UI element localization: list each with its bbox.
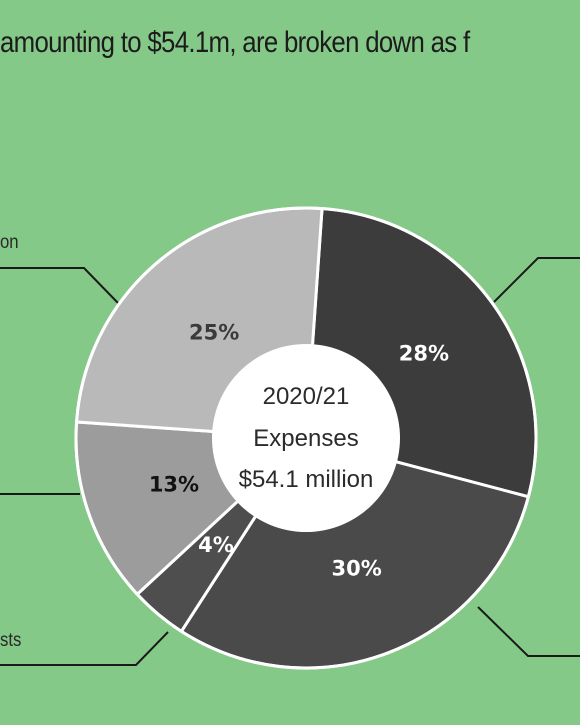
leader-lines: [0, 257, 580, 666]
leader-line-30: [477, 606, 580, 657]
center-line-2: Expenses: [253, 425, 358, 452]
donut-hole: [212, 344, 400, 532]
center-line-3: $54.1 million: [239, 466, 374, 493]
donut-outer-ring: [74, 206, 538, 670]
leader-line-4: [0, 631, 169, 666]
leader-line-28: [493, 257, 580, 303]
center-line-1: 2020/21: [263, 383, 350, 410]
slice-label-13: 13%: [149, 473, 199, 497]
side-label-upper-left: on: [0, 232, 19, 253]
slice-label-30: 30%: [331, 557, 381, 581]
slice-label-4: 4%: [198, 533, 234, 557]
leader-line-25: [0, 267, 119, 304]
slice-label-25: 25%: [189, 320, 239, 344]
slice-label-28: 28%: [399, 342, 449, 366]
headline-text: amounting to $54.1m, are broken down as …: [0, 26, 470, 59]
side-label-lower-left: sts: [0, 630, 22, 651]
